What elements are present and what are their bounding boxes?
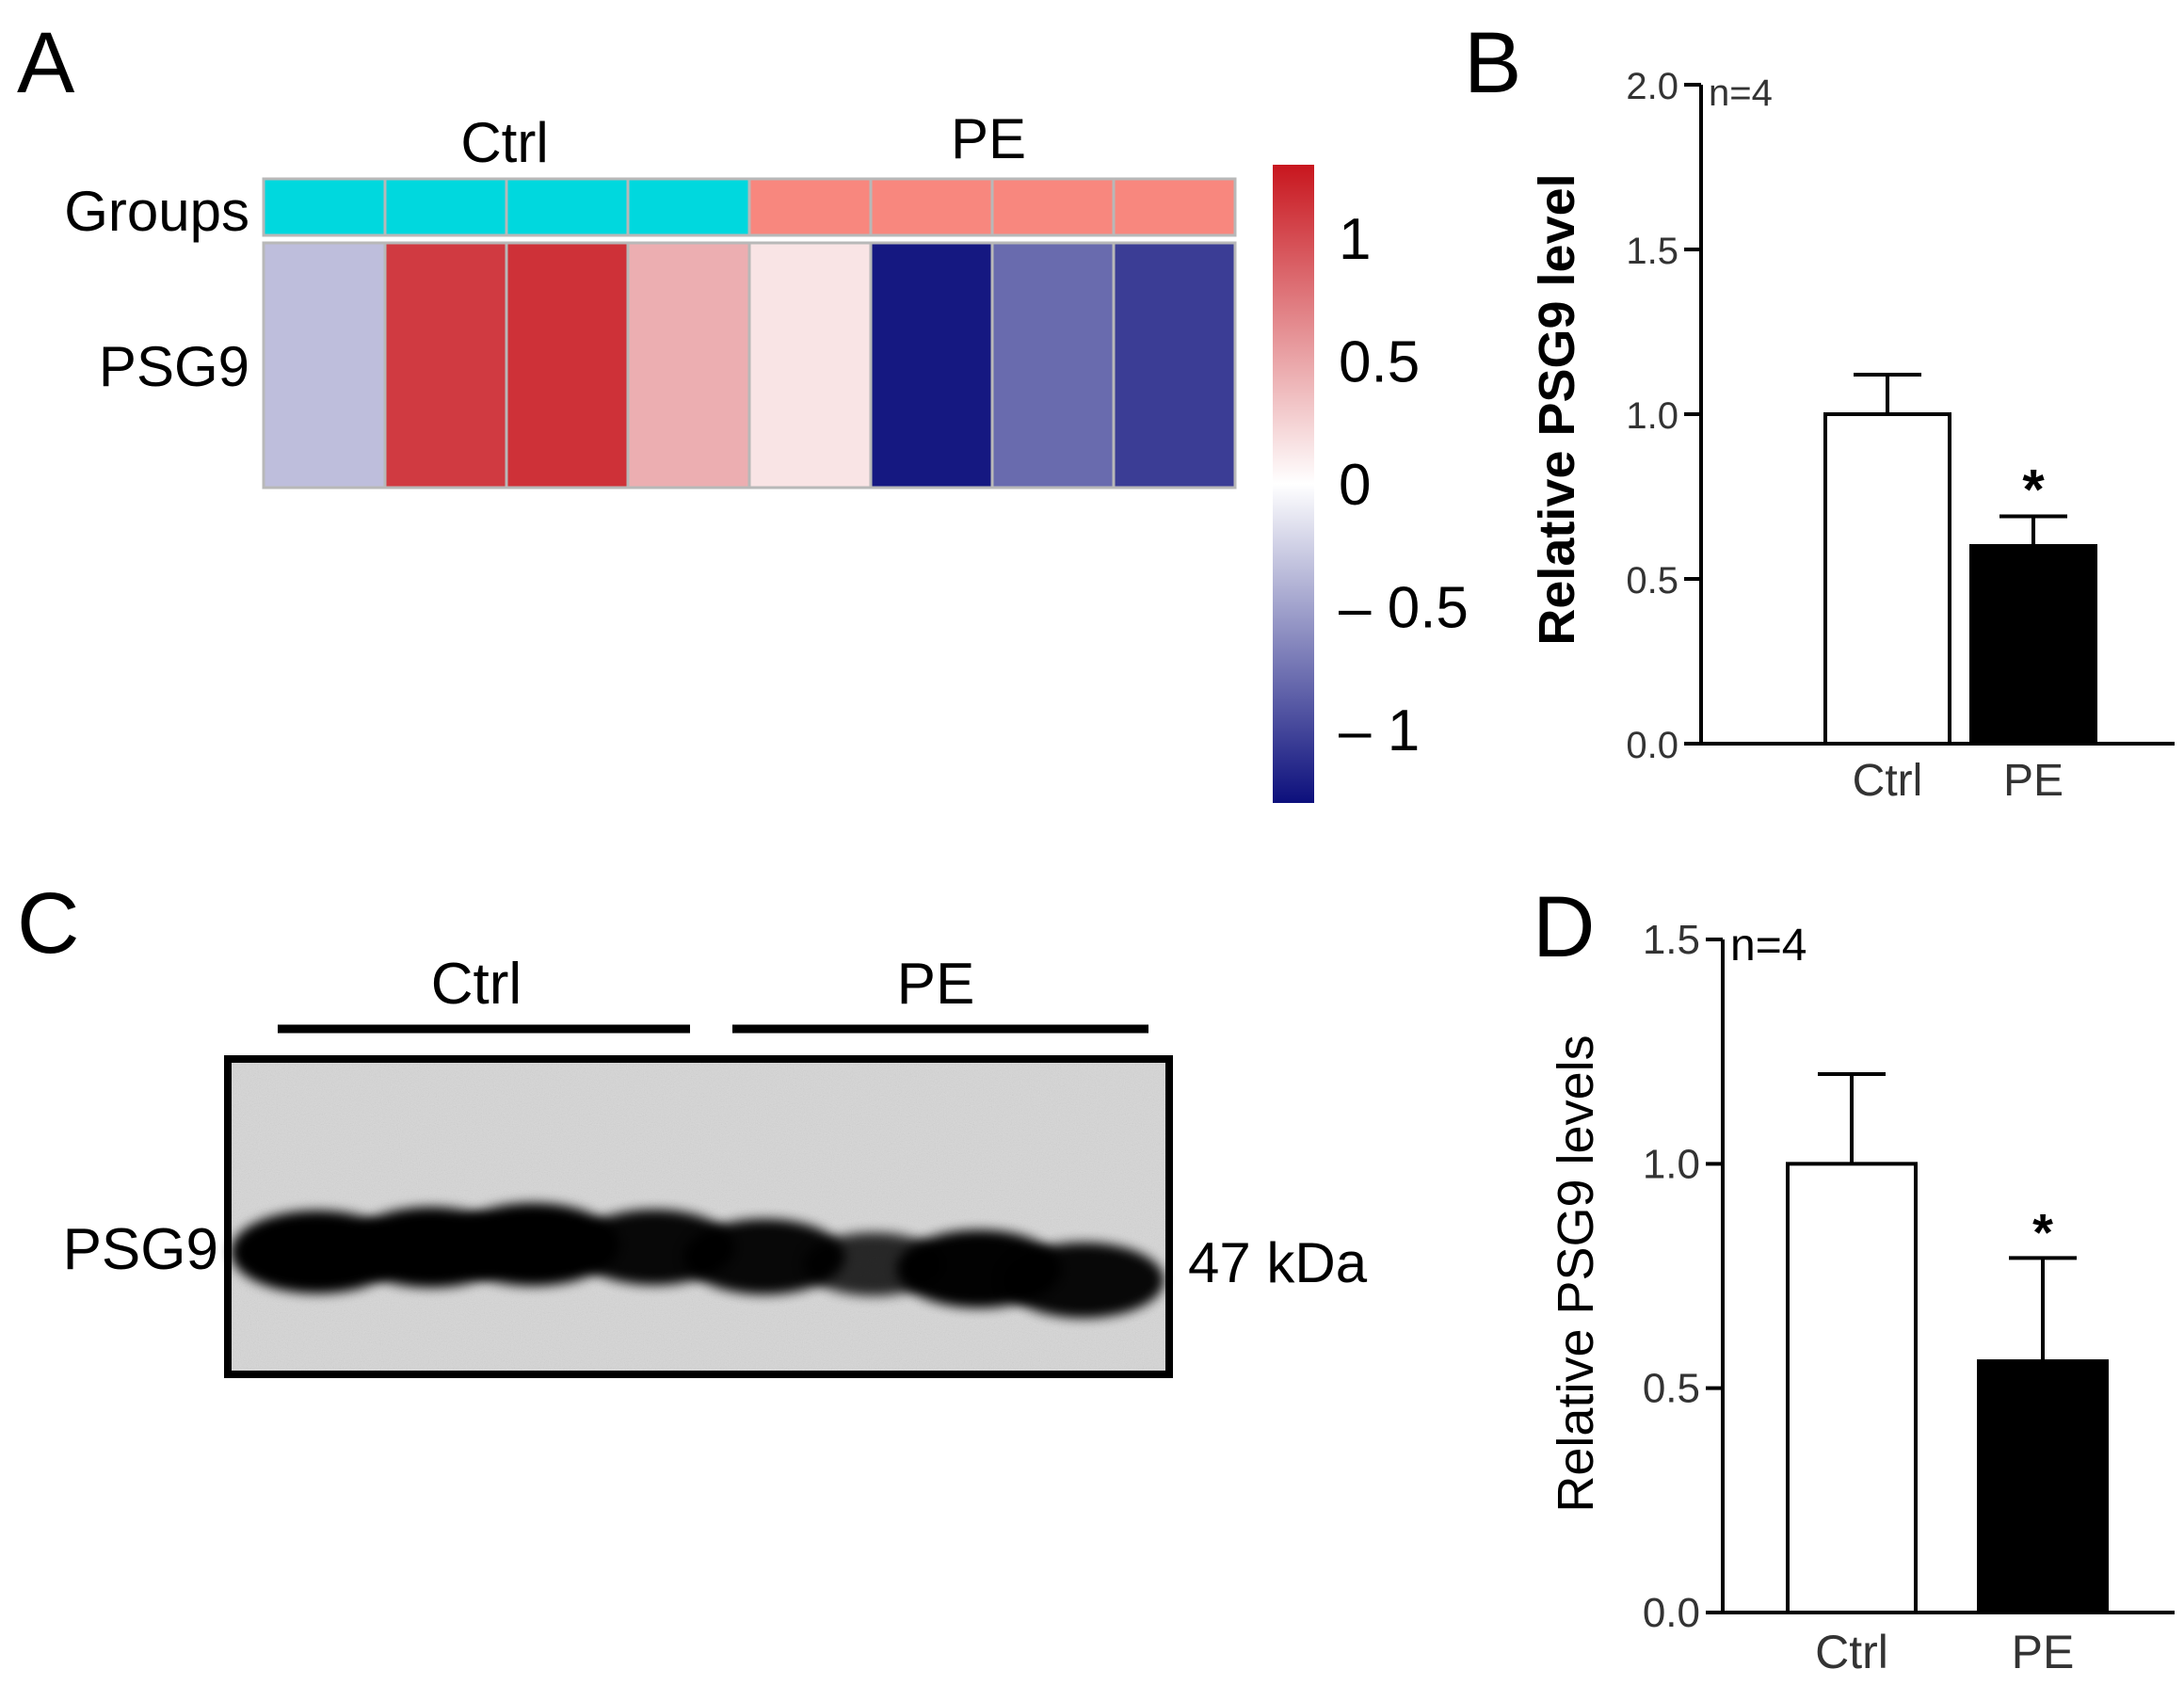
panel-d-n-annotation: n=4 (1730, 921, 1807, 971)
heatmap-cell-7 (990, 241, 1116, 489)
bar-pe (1977, 1359, 2109, 1614)
heatmap-group-cell-1 (262, 177, 387, 237)
y-tick-label: 0.0 (1626, 725, 1678, 766)
heatmap-group-cell-2 (383, 177, 508, 237)
heatmap-cell-4 (626, 241, 751, 489)
blot-size-label: 47 kDa (1188, 1231, 1368, 1294)
blot-band-5 (683, 1218, 845, 1295)
panel-d-letter: D (1533, 879, 1595, 975)
heatmap-cell-1 (262, 241, 387, 489)
bar-ctrl (1786, 1162, 1918, 1615)
colorbar-tick-label: – 0.5 (1339, 575, 1469, 640)
heatmap-cell-2 (383, 241, 508, 489)
blot-row-label-psg9: PSG9 (63, 1217, 218, 1282)
panel-a-letter: A (17, 15, 75, 111)
heatmap-group-cell-7 (990, 177, 1116, 237)
heatmap-group-cell-8 (1112, 177, 1237, 237)
panel-c: C Ctrl PE PSG9 47 kDa (17, 875, 1368, 1378)
heatmap-row-label-groups: Groups (64, 180, 249, 243)
y-tick-label: 1.5 (1626, 231, 1678, 272)
x-tick-label-pe: PE (2003, 756, 2064, 806)
y-tick-label: 2.0 (1626, 66, 1678, 107)
heatmap-group-cell-6 (869, 177, 994, 237)
blot-band-8 (1003, 1242, 1164, 1319)
y-tick-label: 0.0 (1643, 1590, 1700, 1636)
heatmap-group-cell-4 (626, 177, 751, 237)
blot-membrane (224, 1055, 1173, 1378)
blot-band-3 (446, 1203, 619, 1286)
x-tick-label-pe: PE (2012, 1626, 2075, 1678)
heatmap-cell-8 (1112, 241, 1237, 489)
heatmap-cell-6 (869, 241, 994, 489)
heatmap-colorbar (1273, 165, 1314, 803)
blot-bands (231, 1203, 1164, 1319)
panel-b-letter: B (1464, 15, 1521, 111)
heatmap-group-label-pe: PE (951, 107, 1026, 170)
panel-b: B Relative PSG9 level n=4 0.0 0.5 1.0 1.5 2.… (1464, 15, 2175, 806)
heatmap-group-cell-3 (505, 177, 630, 237)
x-tick-label-ctrl: Ctrl (1853, 756, 1923, 806)
colorbar-tick-label: 1 (1339, 207, 1371, 272)
colorbar-tick-label: 0 (1339, 453, 1371, 518)
y-tick-label: 0.5 (1643, 1366, 1700, 1412)
y-tick-label: 0.5 (1626, 560, 1678, 602)
heatmap-cells (262, 241, 1237, 489)
y-tick-label: 1.0 (1643, 1141, 1700, 1187)
panel-b-n-annotation: n=4 (1709, 72, 1773, 114)
blot-group-label-ctrl: Ctrl (431, 952, 522, 1017)
colorbar-tick-label: 0.5 (1339, 330, 1420, 395)
heatmap-group-label-ctrl: Ctrl (460, 111, 548, 174)
panel-d: D Relative PSG9 levels n=4 0.0 0.5 1.0 1.5 C… (1533, 879, 2175, 1678)
blot-group-label-pe: PE (897, 952, 975, 1017)
heatmap-colorbar-ticks: 1 0.5 0 – 0.5 – 1 (1339, 207, 1469, 763)
heatmap-row-label-psg9: PSG9 (99, 335, 249, 398)
bar-ctrl (1823, 412, 1951, 746)
panel-c-letter: C (17, 875, 79, 971)
significance-marker: * (2022, 458, 2045, 522)
panel-d-chart: 0.0 0.5 1.0 1.5 Ctrl PE * (1643, 917, 2175, 1678)
panel-a: A Ctrl PE Groups PSG9 1 0.5 0 – 0.5 – 1 (17, 15, 1469, 803)
y-tick-label: 1.5 (1643, 917, 1700, 963)
heatmap-group-strip (262, 177, 1237, 237)
heatmap-cell-5 (747, 241, 873, 489)
heatmap-group-cell-5 (747, 177, 873, 237)
panel-b-y-axis-label: Relative PSG9 level (1529, 173, 1585, 645)
bar-pe (1969, 544, 2097, 746)
panel-b-chart: 0.0 0.5 1.0 1.5 2.0 Ctrl PE * (1626, 66, 2175, 806)
y-tick-label: 1.0 (1626, 395, 1678, 437)
significance-marker: * (2032, 1202, 2053, 1261)
panel-d-y-axis-label: Relative PSG9 levels (1548, 1035, 1604, 1512)
colorbar-tick-label: – 1 (1339, 698, 1420, 763)
heatmap-cell-3 (505, 241, 630, 489)
x-tick-label-ctrl: Ctrl (1815, 1626, 1888, 1678)
